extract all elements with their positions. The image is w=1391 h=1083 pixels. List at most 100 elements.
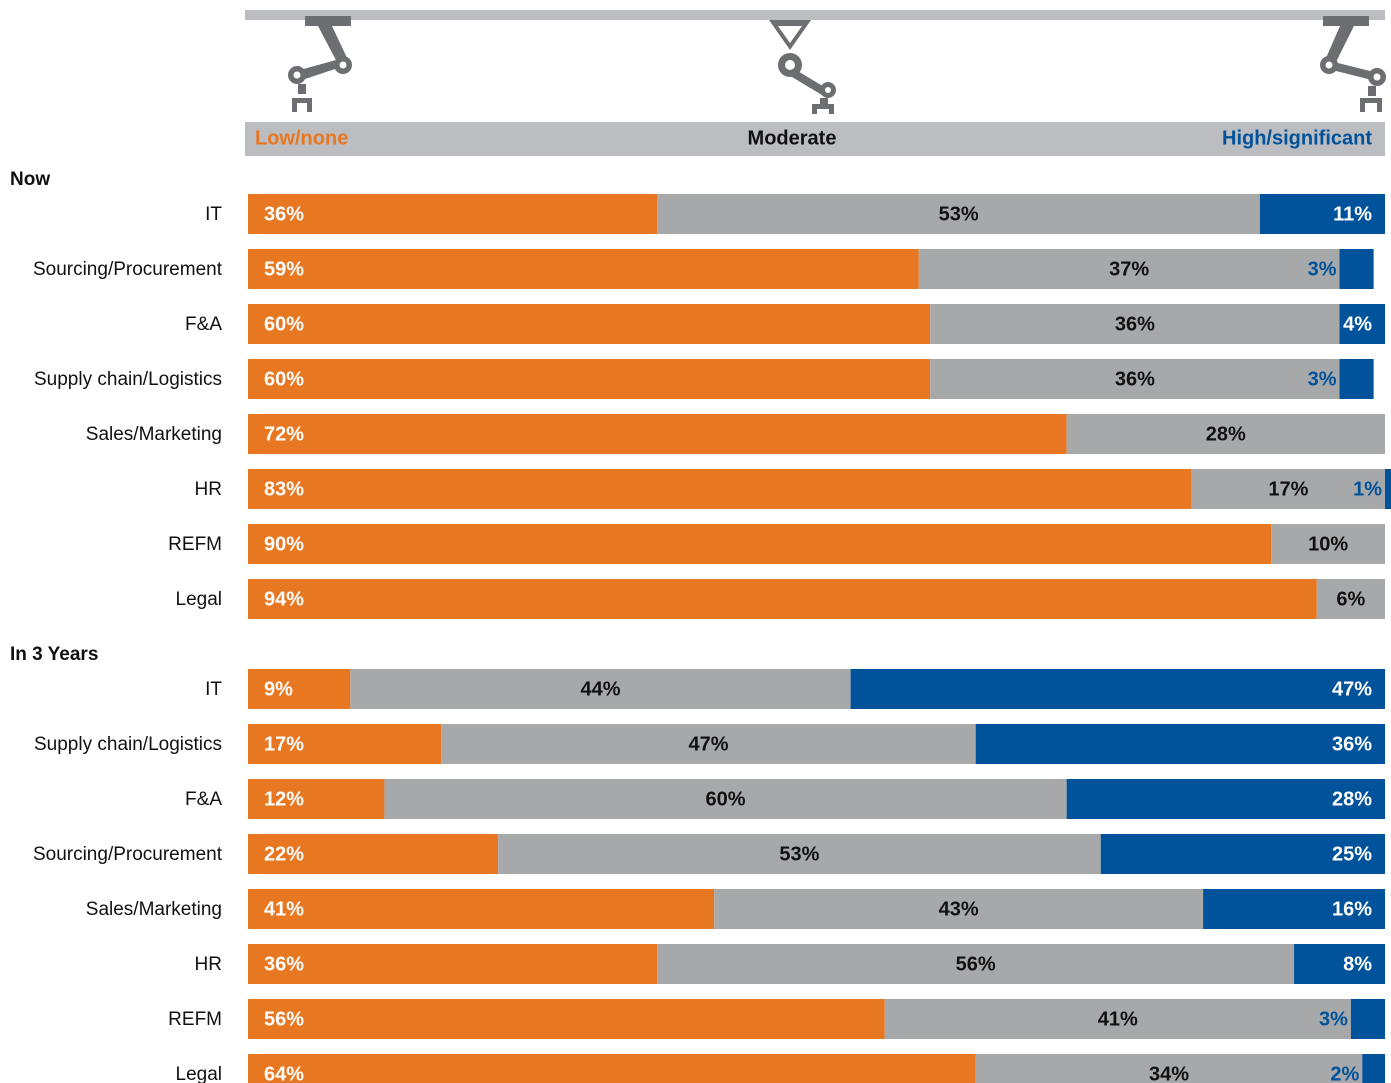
y-tick-label: Sales/Marketing <box>86 899 222 920</box>
y-tick-label: IT <box>205 204 222 225</box>
robot-icon <box>769 20 836 114</box>
value-label: 6% <box>1336 588 1365 610</box>
y-tick-label: F&A <box>185 789 222 810</box>
value-label: 3% <box>1308 258 1337 280</box>
value-label: 16% <box>1332 898 1372 920</box>
value-label: 94% <box>264 588 304 610</box>
y-tick-label: Sourcing/Procurement <box>33 844 223 865</box>
bar-segment <box>248 889 715 929</box>
value-label: 3% <box>1319 1008 1348 1030</box>
value-label: 41% <box>264 898 304 920</box>
bar-segment <box>384 779 1067 819</box>
bar-segment <box>1339 359 1374 399</box>
bar-segment <box>1259 194 1385 234</box>
y-tick-label: REFM <box>168 1009 222 1030</box>
bar-segment <box>1203 889 1385 929</box>
bar-segment <box>657 944 1295 984</box>
value-label: 83% <box>264 478 304 500</box>
value-label: 47% <box>1332 678 1372 700</box>
group-title: In 3 Years <box>10 644 98 665</box>
y-tick-label: Sales/Marketing <box>86 424 222 445</box>
bar-segment <box>248 1054 976 1083</box>
value-label: 36% <box>1115 368 1155 390</box>
group-title: Now <box>10 169 50 190</box>
bar-segment <box>714 889 1204 929</box>
value-label: 72% <box>264 423 304 445</box>
y-tick-label: HR <box>195 479 222 500</box>
bar-segment <box>1350 999 1385 1039</box>
bar-segment <box>975 724 1385 764</box>
bar-segment <box>930 304 1340 344</box>
value-label: 36% <box>1332 733 1372 755</box>
y-tick-label: REFM <box>168 534 222 555</box>
bar-segment <box>498 834 1101 874</box>
bar-segment <box>248 524 1272 564</box>
value-label: 60% <box>706 788 746 810</box>
bar-segment <box>657 194 1260 234</box>
value-label: 28% <box>1332 788 1372 810</box>
robot-icon <box>288 16 352 112</box>
bar-segment <box>884 999 1351 1039</box>
y-tick-label: IT <box>205 679 222 700</box>
legend-label: High/significant <box>1222 127 1372 149</box>
value-label: 60% <box>264 368 304 390</box>
bar-segment <box>441 724 976 764</box>
value-label: 11% <box>1333 203 1372 225</box>
value-label: 12% <box>264 788 304 810</box>
bar-segment <box>248 779 385 819</box>
bar-segment <box>1294 944 1385 984</box>
bar-segment <box>248 669 351 709</box>
y-tick-label: Legal <box>176 1064 223 1083</box>
value-label: 56% <box>264 1008 304 1030</box>
value-label: 36% <box>264 203 304 225</box>
bar-segment <box>248 304 931 344</box>
bar-segment <box>248 579 1317 619</box>
value-label: 4% <box>1343 313 1372 335</box>
value-label: 60% <box>264 313 304 335</box>
legend-band <box>245 122 1385 156</box>
bar-segment <box>1066 414 1385 454</box>
bar-segment <box>1316 579 1385 619</box>
rail <box>245 10 1385 20</box>
value-label: 10% <box>1308 533 1348 555</box>
bar-segment <box>975 1054 1363 1083</box>
bar-segment <box>1339 304 1385 344</box>
legend-label: Low/none <box>255 127 348 149</box>
value-label: 47% <box>688 733 728 755</box>
bar-segment <box>248 469 1192 509</box>
bar-segment <box>1271 524 1385 564</box>
value-label: 17% <box>1268 478 1308 500</box>
value-label: 53% <box>779 843 819 865</box>
bar-segment <box>1066 779 1385 819</box>
bar-segment <box>248 944 658 984</box>
value-label: 53% <box>939 203 979 225</box>
bar-segment <box>930 359 1340 399</box>
value-label: 28% <box>1206 423 1246 445</box>
bar-segment <box>1385 469 1391 509</box>
bar-segment <box>1339 249 1374 289</box>
y-tick-label: Legal <box>176 589 223 610</box>
value-label: 64% <box>264 1063 304 1083</box>
value-label: 36% <box>1115 313 1155 335</box>
bar-segment <box>248 414 1067 454</box>
value-label: 56% <box>956 953 996 975</box>
bar-segment <box>918 249 1340 289</box>
bar-segment <box>1100 834 1385 874</box>
y-tick-label: Supply chain/Logistics <box>34 369 222 390</box>
bar-segment <box>248 724 442 764</box>
value-label: 8% <box>1343 953 1372 975</box>
value-label: 25% <box>1332 843 1372 865</box>
value-label: 36% <box>264 953 304 975</box>
legend-label: Moderate <box>748 127 837 149</box>
y-tick-label: Supply chain/Logistics <box>34 734 222 755</box>
y-tick-label: F&A <box>185 314 222 335</box>
value-label: 22% <box>264 843 304 865</box>
bar-segment <box>248 194 658 234</box>
value-label: 41% <box>1098 1008 1138 1030</box>
bar-segment <box>850 669 1385 709</box>
bar-segment <box>248 359 931 399</box>
value-label: 90% <box>264 533 304 555</box>
value-label: 17% <box>264 733 304 755</box>
y-tick-label: HR <box>195 954 222 975</box>
